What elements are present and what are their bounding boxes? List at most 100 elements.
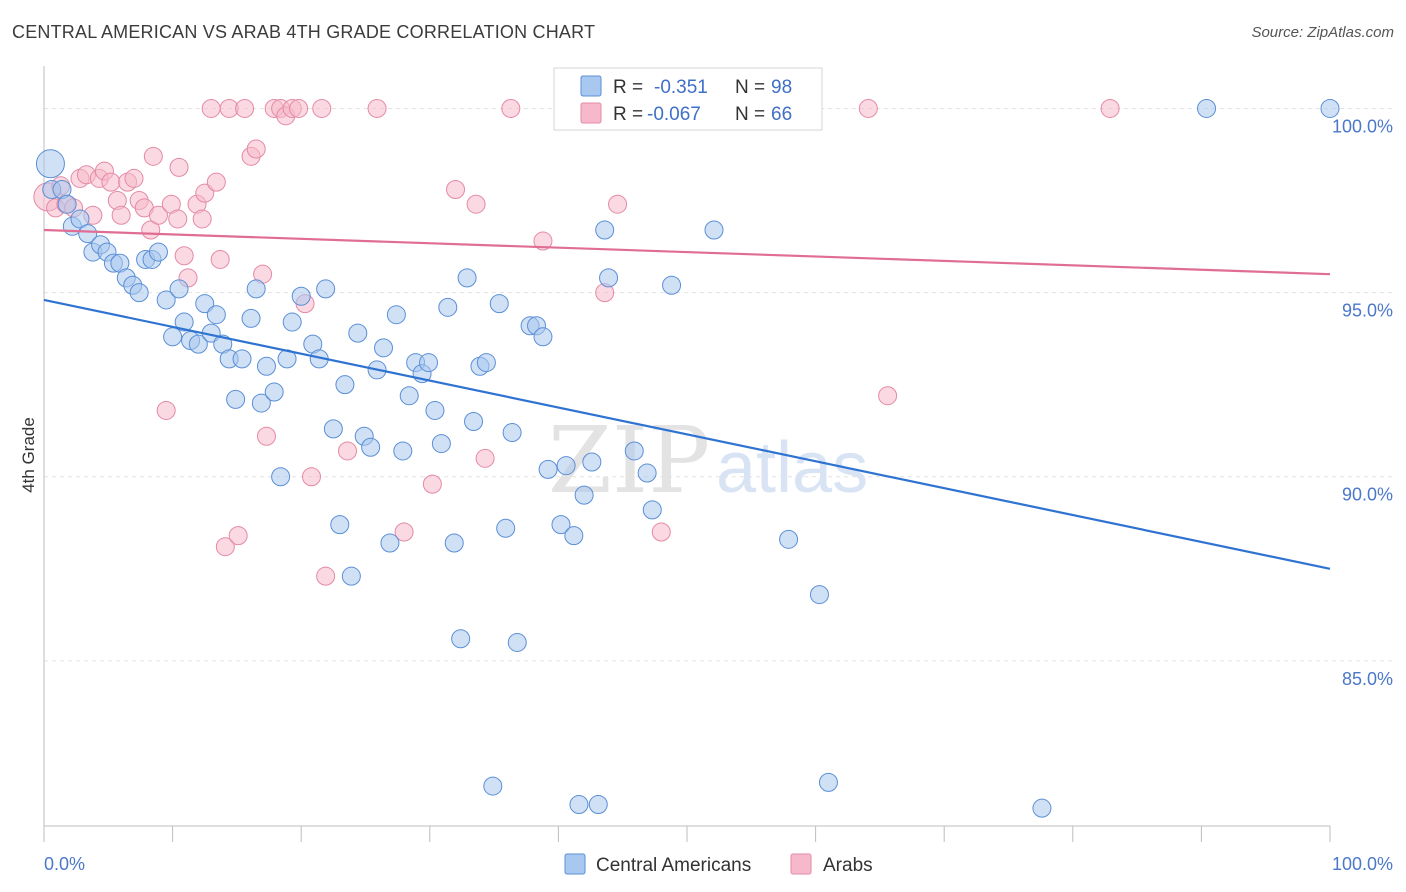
- central-americans-point-75: [533, 327, 553, 347]
- y-tick-label-1: 95.0%: [1342, 301, 1393, 321]
- chart-source: Source: ZipAtlas.com: [1251, 24, 1394, 41]
- arabs-point-20: [156, 400, 176, 420]
- central-americans-point-29: [226, 389, 246, 409]
- y-tick-label-0: 100.0%: [1332, 116, 1393, 136]
- arabs-point-54: [466, 194, 486, 214]
- arabs-point-37: [246, 139, 266, 159]
- central-americans-point-63: [451, 629, 471, 649]
- legend-swatch-pink: [580, 102, 602, 124]
- central-americans-point-87: [637, 463, 657, 483]
- arabs-point-63: [858, 98, 878, 118]
- legend-r-value-2: -0.067: [647, 104, 701, 125]
- legend-r-label-1: R =: [613, 77, 643, 98]
- central-americans-point-19: [163, 327, 183, 347]
- central-americans-point-38: [282, 312, 302, 332]
- central-americans-point-14: [129, 283, 149, 303]
- y-axis-title: 4th Grade: [19, 417, 38, 493]
- central-americans-point-92: [779, 529, 799, 549]
- arabs-point-29: [201, 98, 221, 118]
- x-tick-label-0: 0.0%: [44, 854, 85, 874]
- central-americans-point-36: [271, 467, 291, 487]
- central-americans-point-26: [206, 305, 226, 325]
- central-americans-point-79: [564, 526, 584, 546]
- bottom-legend-swatch-blue: [564, 853, 586, 875]
- central-americans-point-76: [538, 459, 558, 479]
- central-americans-point-82: [582, 452, 602, 472]
- central-americans-point-71: [502, 423, 522, 443]
- central-americans-point-62: [444, 533, 464, 553]
- arabs-point-55: [475, 448, 495, 468]
- arabs-point-59: [608, 194, 628, 214]
- central-americans-point-80: [569, 794, 589, 814]
- arabs-trend-line: [43, 228, 1331, 276]
- arabs-point-32: [215, 537, 235, 557]
- legend-r-value-1: -0.351: [654, 77, 708, 98]
- arabs-point-65: [1100, 98, 1120, 118]
- central-americans-point-64: [457, 268, 477, 288]
- central-americans-point-23: [188, 334, 208, 354]
- central-americans-point-81: [574, 485, 594, 505]
- central-americans-point-20: [169, 279, 189, 299]
- central-americans-point-59: [425, 400, 445, 420]
- central-americans-point-30: [232, 349, 252, 369]
- central-americans-point-17: [148, 242, 168, 262]
- arabs-point-53: [446, 179, 466, 199]
- central-americans-point-42: [316, 279, 336, 299]
- central-americans-point-43: [323, 419, 343, 439]
- central-americans-trend-line: [43, 298, 1331, 570]
- central-americans-point-70: [496, 518, 516, 538]
- central-americans-point-39: [291, 286, 311, 306]
- arabs-point-22: [168, 209, 188, 229]
- legend-n-value-2: 66: [771, 104, 792, 125]
- central-americans-point-90: [662, 275, 682, 295]
- arabs-point-23: [169, 157, 189, 177]
- bottom-legend-label-blue: Central Americans: [596, 855, 751, 876]
- central-americans-point-24: [195, 294, 215, 314]
- x-tick-labels: 0.0% 100.0%: [44, 854, 1393, 874]
- arabs-point-52: [422, 474, 442, 494]
- central-americans-point-54: [393, 441, 413, 461]
- grid-lines: [44, 107, 1392, 662]
- arabs-point-12: [111, 205, 131, 225]
- axes: [43, 66, 1331, 842]
- arabs-point-14: [124, 168, 144, 188]
- central-americans-point-68: [483, 776, 503, 796]
- arabs-point-51: [394, 522, 414, 542]
- arabs-point-30: [206, 172, 226, 192]
- arabs-point-39: [256, 426, 276, 446]
- central-americans-point-85: [599, 268, 619, 288]
- central-americans-point-97: [1320, 98, 1340, 118]
- central-americans-point-93: [809, 585, 829, 605]
- arabs-point-18: [143, 146, 163, 166]
- central-americans-point-60: [431, 434, 451, 454]
- central-americans-point-47: [348, 323, 368, 343]
- arabs-point-35: [235, 98, 255, 118]
- legend-swatch-blue: [580, 75, 602, 97]
- central-americans-point-0: [35, 149, 65, 179]
- arabs-point-48: [316, 566, 336, 586]
- central-americans-point-31: [241, 308, 261, 328]
- central-americans-point-21: [174, 312, 194, 332]
- central-americans-point-58: [419, 353, 439, 373]
- central-americans-point-84: [595, 220, 615, 240]
- central-americans-point-3: [57, 194, 77, 214]
- arabs-point-64: [878, 386, 898, 406]
- arabs-point-24: [174, 246, 194, 266]
- arabs-point-34: [228, 526, 248, 546]
- arabs-point-46: [301, 467, 321, 487]
- legend-n-label-2: N =: [735, 104, 765, 125]
- arabs-point-61: [651, 522, 671, 542]
- central-americans-point-94: [818, 772, 838, 792]
- bottom-legend: Central Americans Arabs: [564, 853, 873, 876]
- arabs-point-49: [337, 441, 357, 461]
- legend: R = -0.351 N = 98 R = -0.067 N = 66: [553, 67, 823, 131]
- legend-n-value-1: 98: [771, 77, 792, 98]
- arabs-point-50: [367, 98, 387, 118]
- central-americans-point-44: [330, 515, 350, 535]
- central-americans-point-5: [70, 209, 90, 229]
- central-americans-point-65: [464, 411, 484, 431]
- chart-title: CENTRAL AMERICAN VS ARAB 4TH GRADE CORRE…: [12, 22, 596, 42]
- central-americans-point-49: [361, 437, 381, 457]
- central-americans-point-34: [256, 356, 276, 376]
